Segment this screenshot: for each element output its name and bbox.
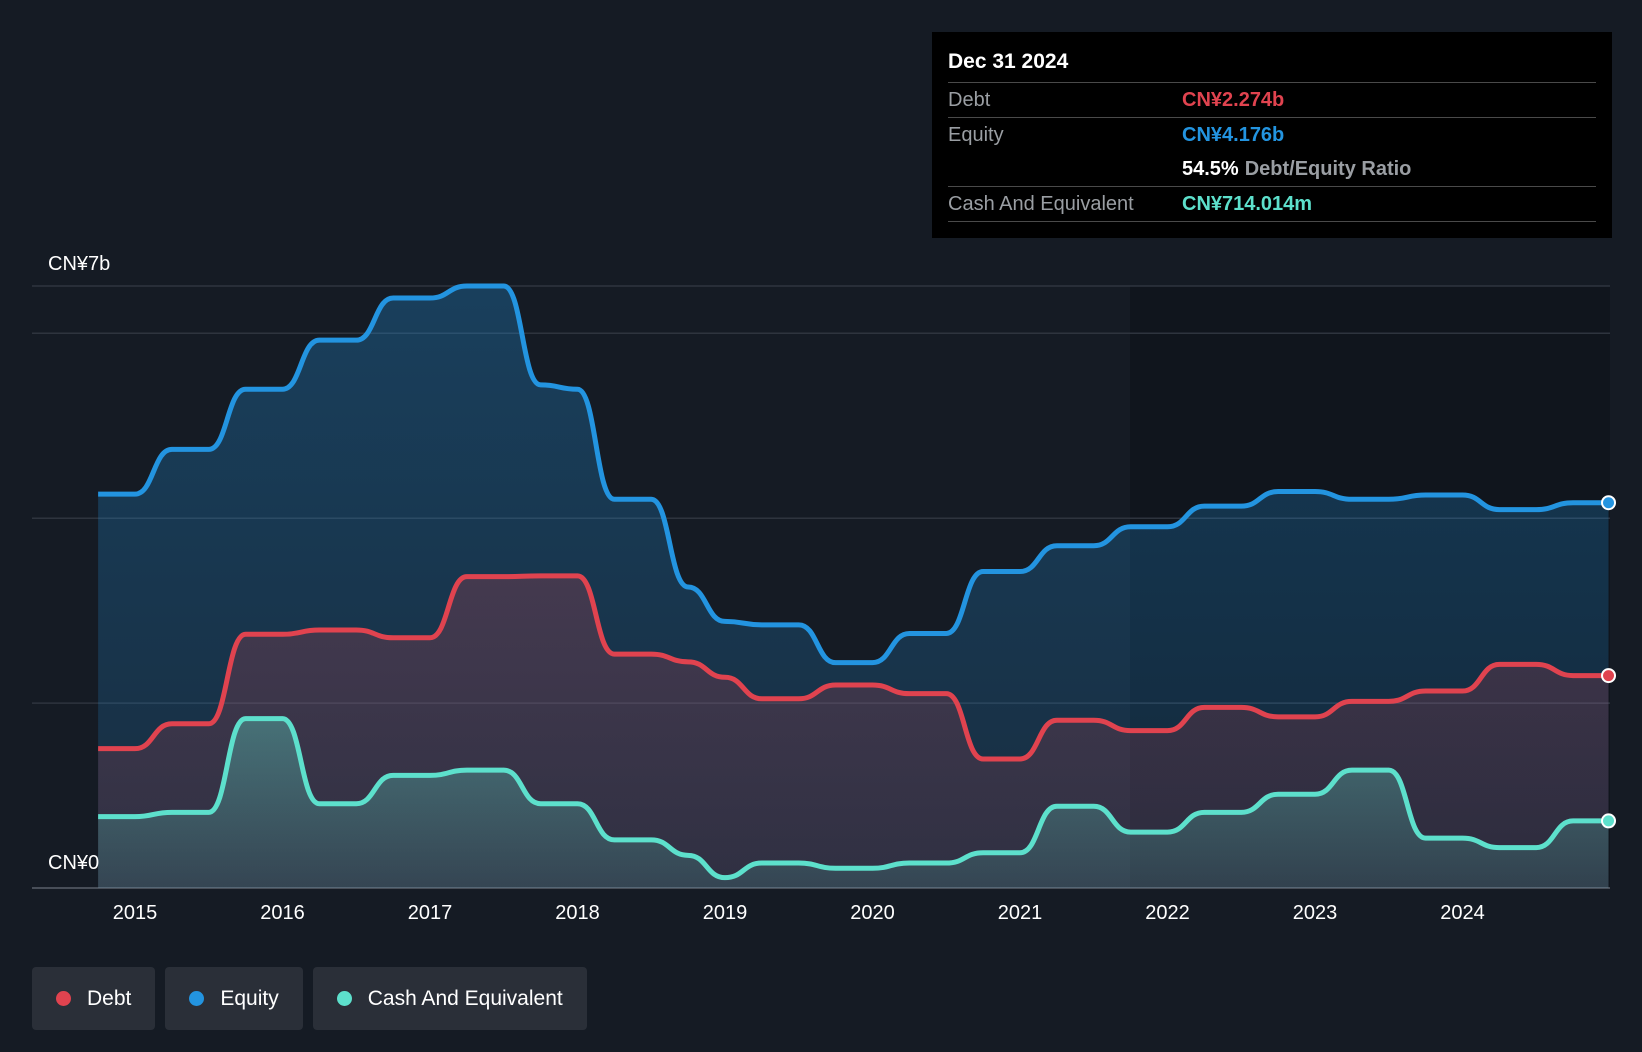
- cash-area: [98, 718, 1609, 888]
- x-tick-label: 2021: [998, 902, 1043, 924]
- equity-line: [98, 283, 1609, 666]
- legend: Debt Equity Cash And Equivalent: [32, 967, 587, 1030]
- tooltip-ratio-label: Debt/Equity Ratio: [1244, 158, 1412, 180]
- x-tick-label: 2023: [1293, 902, 1338, 924]
- x-tick-label: 2019: [703, 902, 748, 924]
- tooltip-equity-row: Equity CN¥4.176b: [948, 118, 1596, 152]
- x-tick-label: 2020: [850, 902, 895, 924]
- x-tick-label: 2016: [260, 902, 305, 924]
- cash-line: [98, 716, 1609, 881]
- tooltip-panel: Dec 31 2024 Debt CN¥2.274b Equity CN¥4.1…: [932, 32, 1612, 238]
- tooltip-cash-value: CN¥714.014m: [1182, 193, 1313, 215]
- x-tick-label: 2015: [113, 902, 158, 924]
- tooltip-cash-row: Cash And Equivalent CN¥714.014m: [948, 187, 1596, 222]
- tooltip-ratio-spacer: [948, 152, 1182, 186]
- tooltip-date: Dec 31 2024: [948, 46, 1596, 83]
- legend-item-cash[interactable]: Cash And Equivalent: [312, 967, 587, 1030]
- y-axis-top-label: CN¥7b: [48, 253, 110, 275]
- tooltip-debt-value: CN¥2.274b: [1182, 89, 1285, 111]
- x-tick-label: 2018: [555, 902, 600, 924]
- equity-end-marker[interactable]: [1601, 495, 1617, 511]
- legend-item-debt[interactable]: Debt: [32, 967, 156, 1030]
- cash-end-marker[interactable]: [1601, 813, 1617, 829]
- legend-equity-label: Equity: [220, 986, 279, 1010]
- cash-dot-icon: [336, 991, 352, 1006]
- debt-line: [98, 573, 1609, 762]
- debt-dot-icon: [56, 991, 71, 1006]
- marker-layer: [1601, 495, 1617, 829]
- line-layer: [98, 283, 1609, 881]
- x-tick-label: 2022: [1145, 902, 1190, 924]
- tooltip-ratio-row: 54.5% Debt/Equity Ratio: [948, 152, 1596, 187]
- legend-item-equity[interactable]: Equity: [165, 967, 303, 1030]
- y-axis-bottom-label: CN¥0: [48, 852, 99, 874]
- tooltip-cash-label: Cash And Equivalent: [948, 193, 1134, 215]
- equity-dot-icon: [189, 991, 205, 1006]
- tooltip-equity-label: Equity: [948, 124, 1004, 146]
- debt-end-marker[interactable]: [1601, 668, 1617, 684]
- x-tick-label: 2017: [408, 902, 453, 924]
- label-layer: CN¥7b CN¥0 2015 2016 2017 2018 2019 2020 2021 2…: [48, 253, 1485, 924]
- legend-cash-label: Cash And Equivalent: [367, 986, 563, 1010]
- tooltip-debt-row: Debt CN¥2.274b: [948, 83, 1596, 118]
- tooltip-ratio-value: 54.5%: [1182, 158, 1239, 180]
- legend-debt-label: Debt: [87, 986, 132, 1010]
- tooltip-equity-value: CN¥4.176b: [1182, 124, 1285, 146]
- tooltip-debt-label: Debt: [948, 89, 991, 111]
- x-tick-label: 2024: [1440, 902, 1485, 924]
